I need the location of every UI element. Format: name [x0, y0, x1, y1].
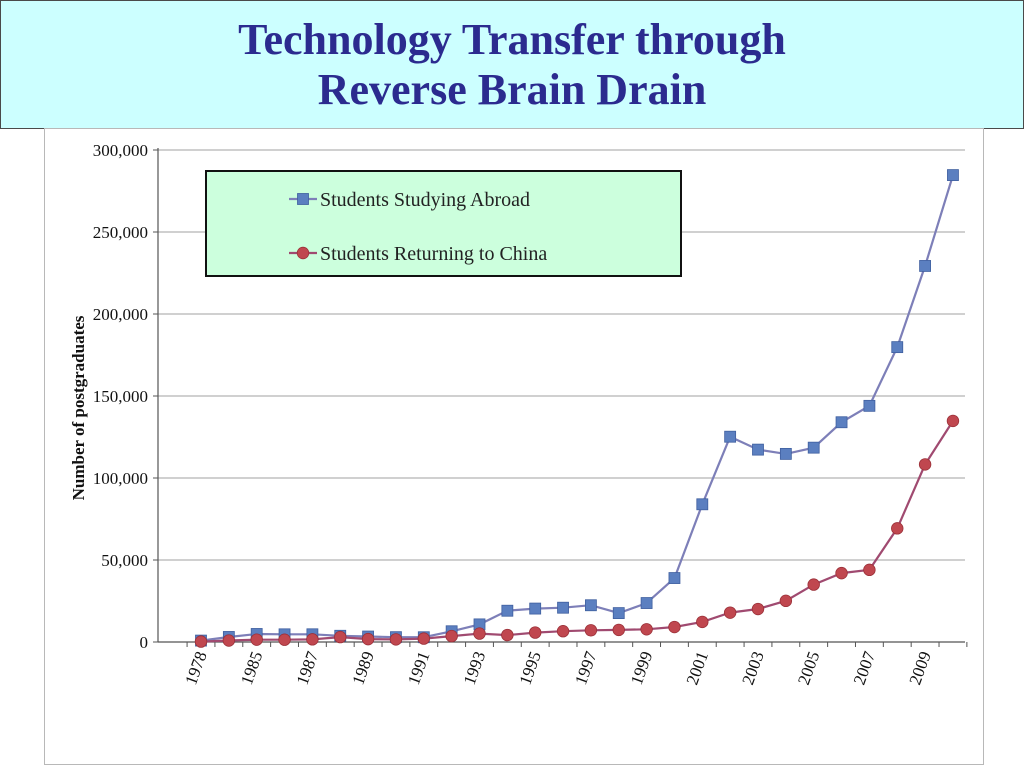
data-point-returning [250, 633, 263, 646]
y-tick-label: 50,000 [101, 551, 148, 570]
x-tick-label: 1987 [293, 648, 323, 687]
x-tick-label: 2007 [850, 648, 880, 687]
series-line-2 [200, 420, 954, 643]
data-point-abroad [947, 169, 959, 181]
legend-marker-abroad [297, 193, 309, 205]
title-line-2: Reverse Brain Drain [317, 64, 707, 114]
data-point-returning [445, 629, 458, 643]
data-point-returning [696, 615, 709, 629]
title-banner: Technology Transfer through Reverse Brai… [0, 0, 1024, 129]
data-point-abroad [863, 399, 876, 412]
data-point-abroad [724, 430, 737, 443]
data-point-returning [891, 522, 904, 535]
x-tick-label: 2001 [683, 649, 712, 687]
data-point-returning [194, 635, 208, 648]
title-line-1: Technology Transfer through [238, 14, 786, 64]
data-point-returning [556, 625, 570, 638]
x-tick-label: 1989 [348, 649, 377, 687]
data-point-abroad [640, 597, 653, 609]
x-tick-label: 1978 [181, 649, 210, 687]
data-point-returning [918, 458, 932, 471]
data-point-abroad [585, 599, 597, 612]
data-point-returning [584, 624, 598, 637]
data-point-returning [529, 626, 542, 639]
data-point-returning [612, 623, 625, 637]
data-point-returning [863, 563, 876, 577]
y-tick-label: 200,000 [93, 305, 148, 324]
chart-frame: 0 50,000 100,000 150,000 200,000 250,000 300,0… [44, 128, 984, 765]
data-point-abroad [752, 443, 764, 456]
x-tick-label: 2005 [794, 649, 823, 687]
data-point-abroad [501, 604, 514, 617]
y-tick-label: 0 [140, 633, 149, 652]
data-point-returning [417, 632, 431, 645]
data-point-returning [835, 566, 848, 580]
data-point-returning [779, 594, 793, 608]
data-point-returning [334, 630, 347, 644]
data-point-abroad [835, 416, 848, 429]
data-point-returning [501, 628, 514, 642]
x-tick-label: 2003 [738, 649, 767, 687]
y-axis-title: Number of postgraduates [69, 315, 88, 500]
data-point-returning [473, 627, 486, 640]
data-point-abroad [529, 602, 542, 615]
data-point-returning [389, 633, 403, 646]
data-point-returning [668, 620, 681, 634]
data-point-abroad [807, 441, 820, 454]
data-point-returning [222, 634, 236, 647]
data-point-returning [723, 606, 737, 619]
x-tick-label: 2009 [905, 649, 934, 687]
legend-label-2: Students Returning to China [320, 243, 547, 265]
data-point-returning [807, 578, 820, 591]
y-tick-label: 100,000 [93, 469, 148, 488]
data-point-abroad [557, 601, 569, 614]
y-tick-label: 250,000 [93, 223, 148, 242]
x-tick-label: 1997 [571, 648, 601, 687]
data-point-returning [640, 623, 653, 636]
data-point-abroad [668, 572, 681, 584]
line-chart: 0 50,000 100,000 150,000 200,000 250,000 300,0… [69, 141, 968, 687]
data-point-abroad [696, 498, 709, 511]
legend-label-1: Students Studying Abroad [320, 189, 530, 211]
data-point-abroad [779, 447, 792, 460]
legend-marker-returning [296, 246, 310, 260]
series-line-1 [200, 174, 955, 642]
x-tick-label: 1999 [627, 649, 656, 687]
data-point-returning [361, 632, 375, 646]
legend-box [205, 170, 682, 277]
data-point-abroad [891, 341, 904, 354]
data-point-abroad [612, 607, 625, 620]
x-tick-label: 1993 [460, 649, 489, 687]
data-point-returning [278, 633, 291, 646]
data-point-abroad [919, 260, 931, 272]
y-tick-label: 150,000 [93, 387, 148, 406]
x-tick-label: 1995 [515, 649, 544, 687]
data-point-returning [946, 414, 960, 428]
x-tick-label: 1991 [404, 649, 433, 687]
data-point-returning [751, 602, 765, 616]
y-tick-label: 300,000 [93, 141, 148, 160]
data-point-returning [306, 633, 319, 646]
x-tick-label: 1985 [237, 649, 266, 687]
